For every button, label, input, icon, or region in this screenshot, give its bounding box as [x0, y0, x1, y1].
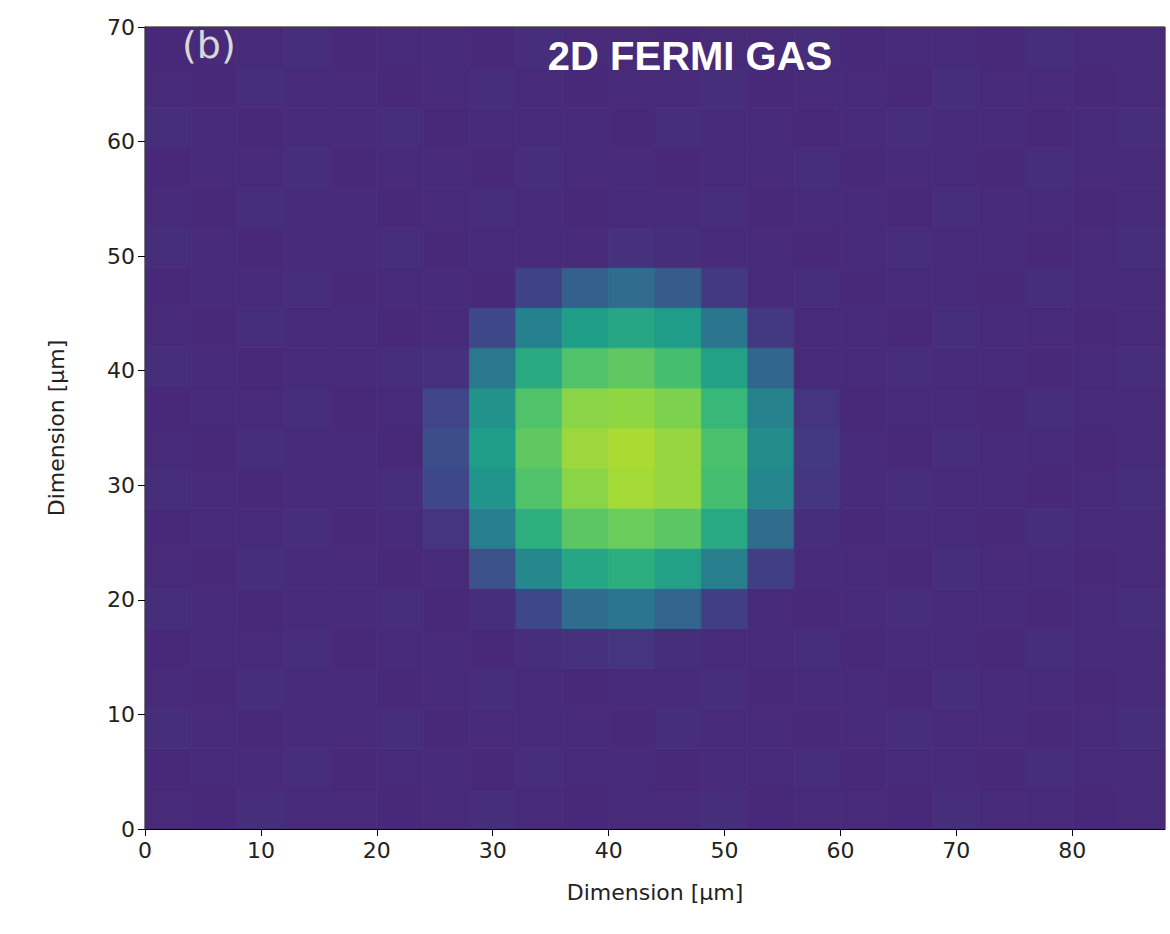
svg-text:2D FERMI GAS: 2D FERMI GAS — [548, 34, 832, 78]
svg-text:50: 50 — [711, 838, 739, 863]
svg-text:Dimension [µm]: Dimension [µm] — [567, 880, 744, 905]
svg-text:20: 20 — [363, 838, 391, 863]
svg-text:20: 20 — [107, 587, 135, 612]
svg-text:70: 70 — [942, 838, 970, 863]
svg-text:Dimension [µm]: Dimension [µm] — [44, 340, 69, 517]
svg-text:0: 0 — [121, 817, 135, 842]
svg-text:60: 60 — [107, 129, 135, 154]
svg-text:40: 40 — [595, 838, 623, 863]
svg-text:60: 60 — [826, 838, 854, 863]
svg-text:0: 0 — [138, 838, 152, 863]
svg-text:(b): (b) — [182, 23, 236, 67]
svg-text:10: 10 — [107, 702, 135, 727]
svg-text:30: 30 — [479, 838, 507, 863]
svg-text:40: 40 — [107, 358, 135, 383]
svg-text:30: 30 — [107, 473, 135, 498]
svg-text:50: 50 — [107, 244, 135, 269]
svg-text:80: 80 — [1058, 838, 1086, 863]
svg-text:10: 10 — [247, 838, 275, 863]
svg-text:70: 70 — [107, 15, 135, 40]
